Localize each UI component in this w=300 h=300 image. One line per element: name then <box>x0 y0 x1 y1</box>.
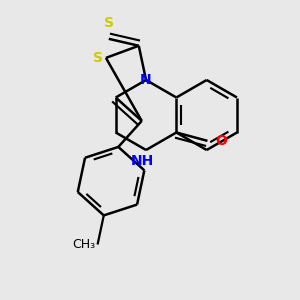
Text: O: O <box>215 134 227 148</box>
Text: NH: NH <box>130 154 154 168</box>
Text: CH₃: CH₃ <box>72 238 95 251</box>
Text: N: N <box>140 73 152 87</box>
Text: S: S <box>104 16 114 29</box>
Text: S: S <box>93 51 103 65</box>
